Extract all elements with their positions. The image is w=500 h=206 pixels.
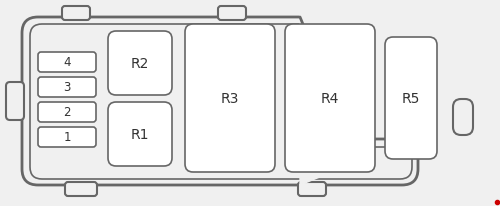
Text: 3: 3 bbox=[64, 81, 70, 94]
FancyBboxPatch shape bbox=[22, 18, 418, 185]
FancyBboxPatch shape bbox=[38, 53, 96, 73]
FancyBboxPatch shape bbox=[218, 7, 246, 21]
Text: 4: 4 bbox=[63, 56, 71, 69]
FancyBboxPatch shape bbox=[38, 103, 96, 122]
FancyBboxPatch shape bbox=[298, 182, 326, 196]
Text: 2: 2 bbox=[63, 106, 71, 119]
Text: R1: R1 bbox=[131, 127, 149, 141]
FancyBboxPatch shape bbox=[285, 25, 375, 172]
FancyBboxPatch shape bbox=[38, 127, 96, 147]
FancyBboxPatch shape bbox=[65, 182, 97, 196]
FancyBboxPatch shape bbox=[6, 83, 24, 121]
FancyBboxPatch shape bbox=[385, 38, 437, 159]
Text: R2: R2 bbox=[131, 57, 149, 71]
FancyBboxPatch shape bbox=[108, 32, 172, 96]
FancyBboxPatch shape bbox=[38, 78, 96, 97]
FancyBboxPatch shape bbox=[185, 25, 275, 172]
FancyBboxPatch shape bbox=[108, 103, 172, 166]
Text: R3: R3 bbox=[221, 91, 239, 105]
Polygon shape bbox=[300, 16, 420, 185]
FancyBboxPatch shape bbox=[30, 25, 412, 179]
FancyBboxPatch shape bbox=[62, 7, 90, 21]
Text: R5: R5 bbox=[402, 91, 420, 105]
FancyBboxPatch shape bbox=[453, 99, 473, 135]
Text: R4: R4 bbox=[321, 91, 339, 105]
Text: 1: 1 bbox=[63, 131, 71, 144]
